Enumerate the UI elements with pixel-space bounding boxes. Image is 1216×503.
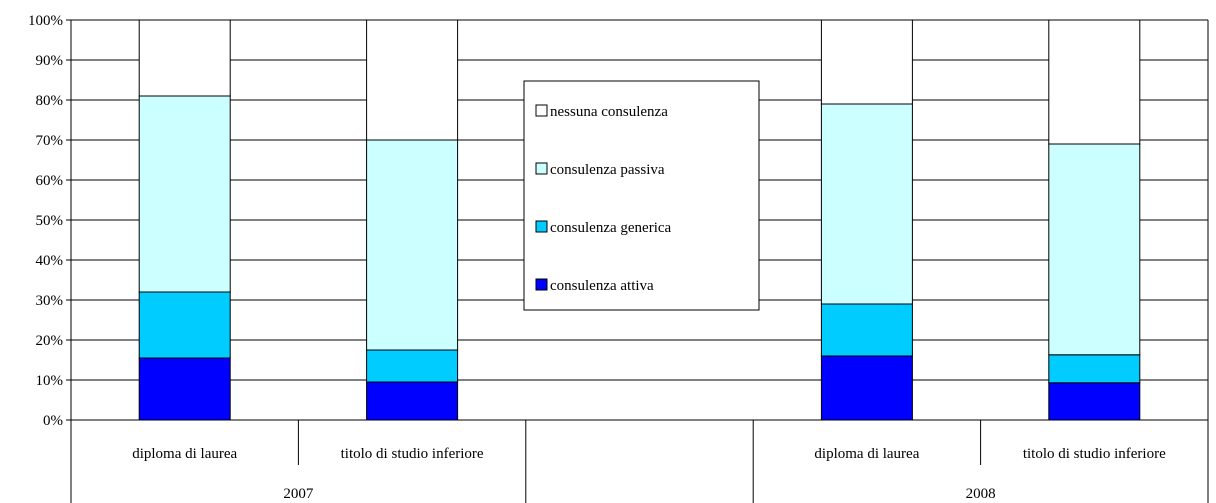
bar-segment [366, 349, 459, 383]
x-category-label: diploma di laurea [132, 446, 237, 462]
legend-swatch [535, 104, 548, 117]
bar-segment [820, 19, 913, 105]
y-tick-label: 50% [36, 213, 64, 229]
y-axis-ticks: 0% 10% 20% 30% 40% 50% 60% 70% 80% 90% 100% [28, 13, 71, 429]
x-category-labels: diploma di laurea titolo di studio inferi… [70, 420, 1209, 503]
bar-segment [138, 95, 231, 293]
y-tick-label: 60% [36, 173, 64, 189]
bar-segment [1048, 143, 1141, 356]
y-tick-label: 40% [36, 253, 64, 269]
legend-swatch [535, 220, 548, 233]
bar-segment [366, 19, 459, 141]
bar-segment [820, 103, 913, 305]
legend-swatch [535, 278, 548, 291]
bar-segment [1048, 382, 1141, 421]
y-tick-label: 10% [36, 373, 64, 389]
y-tick-label: 0% [43, 413, 63, 429]
legend-label: consulenza attiva [550, 278, 654, 294]
bar-segment [820, 355, 913, 421]
bar-segment [138, 291, 231, 359]
y-tick-label: 70% [36, 133, 64, 149]
bar-segment [366, 139, 459, 351]
legend-label: consulenza passiva [550, 162, 665, 178]
x-group-label: 2008 [966, 486, 996, 502]
y-tick-label: 30% [36, 293, 64, 309]
legend: nessuna consulenza consulenza passiva cons… [523, 80, 760, 311]
legend-label: nessuna consulenza [550, 104, 668, 120]
legend-swatch [535, 162, 548, 175]
legend-box [523, 80, 760, 311]
bar-segment [138, 19, 231, 97]
bars [138, 19, 1141, 421]
bar-segment [138, 357, 231, 421]
x-category-label: diploma di laurea [814, 446, 919, 462]
bar-segment [820, 303, 913, 357]
y-tick-label: 90% [36, 53, 64, 69]
x-category-label: titolo di studio inferiore [1023, 446, 1166, 462]
y-tick-label: 100% [28, 13, 63, 29]
y-tick-label: 80% [36, 93, 64, 109]
bar-segment [1048, 19, 1141, 145]
y-tick-label: 20% [36, 333, 64, 349]
x-group-labels: 2007 2008 [283, 486, 995, 502]
bar-segment [1048, 354, 1141, 384]
bar-segment [366, 381, 459, 421]
x-category-label: titolo di studio inferiore [341, 446, 484, 462]
legend-label: consulenza generica [550, 220, 672, 236]
x-group-label: 2007 [283, 486, 314, 502]
